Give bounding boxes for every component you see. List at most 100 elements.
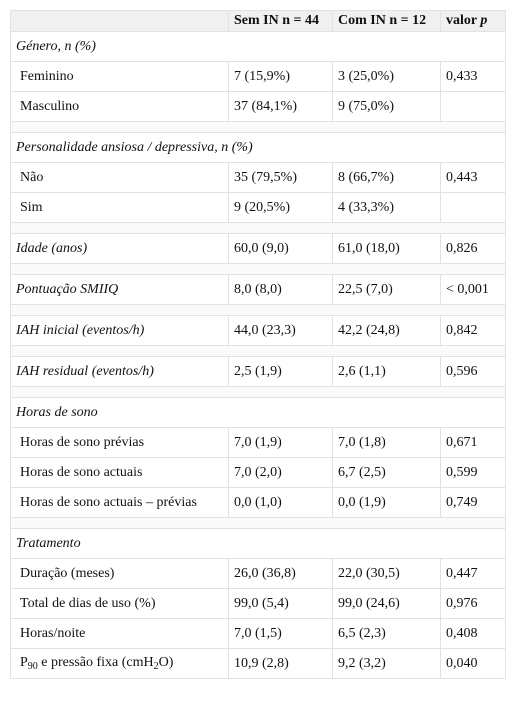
section-title: Género, n (%) (10, 31, 506, 62)
cell-com: 22,0 (30,5) (332, 558, 441, 589)
row-label: Total de dias de uso (%) (10, 588, 229, 619)
cell-sem: 26,0 (36,8) (228, 558, 333, 589)
label-p: P (20, 655, 28, 670)
section-title: Personalidade ansiosa / depressiva, n (%… (10, 132, 506, 163)
row-label: IAH residual (eventos/h) (10, 356, 229, 387)
row-label: Duração (meses) (10, 558, 229, 589)
cell-sem: 9 (20,5%) (228, 192, 333, 223)
spacer-row (10, 304, 506, 316)
cell-sem: 37 (84,1%) (228, 91, 333, 122)
cell-com: 7,0 (1,8) (332, 427, 441, 458)
cell-p: < 0,001 (440, 274, 506, 305)
cell-sem: 60,0 (9,0) (228, 233, 333, 264)
row-label: Idade (anos) (10, 233, 229, 264)
cell-com: 99,0 (24,6) (332, 588, 441, 619)
row-label: Horas/noite (10, 618, 229, 649)
header-empty-cell (10, 10, 229, 32)
cell-com: 61,0 (18,0) (332, 233, 441, 264)
section-genero: Género, n (%) (10, 31, 506, 62)
header-com-in: Com IN n = 12 (332, 10, 441, 32)
cell-sem: 7,0 (1,5) (228, 618, 333, 649)
label-mid: e pressão fixa (cmH (37, 655, 154, 670)
cell-com: 42,2 (24,8) (332, 315, 441, 346)
cell-sem: 7 (15,9%) (228, 61, 333, 92)
cell-com: 22,5 (7,0) (332, 274, 441, 305)
cell-p: 0,596 (440, 356, 506, 387)
cell-p (440, 192, 506, 223)
section-tratamento: Tratamento (10, 528, 506, 559)
spacer-row (10, 386, 506, 398)
table-row: Duração (meses) 26,0 (36,8) 22,0 (30,5) … (10, 558, 506, 589)
table-row: Sim 9 (20,5%) 4 (33,3%) (10, 192, 506, 223)
cell-sem: 35 (79,5%) (228, 162, 333, 193)
cell-sem: 7,0 (1,9) (228, 427, 333, 458)
cell-com: 4 (33,3%) (332, 192, 441, 223)
table-row: Horas de sono actuais 7,0 (2,0) 6,7 (2,5… (10, 457, 506, 488)
cell-sem: 44,0 (23,3) (228, 315, 333, 346)
table-header-row: Sem IN n = 44 Com IN n = 12 valor p (10, 10, 506, 32)
row-label: Masculino (10, 91, 229, 122)
spacer-row (10, 517, 506, 529)
cell-p: 0,749 (440, 487, 506, 518)
cell-p: 0,433 (440, 61, 506, 92)
row-label: IAH inicial (eventos/h) (10, 315, 229, 346)
cell-p: 0,671 (440, 427, 506, 458)
cell-com: 3 (25,0%) (332, 61, 441, 92)
row-label: Feminino (10, 61, 229, 92)
row-label-p90: P90 e pressão fixa (cmH2O) (10, 648, 229, 679)
cell-p: 0,976 (440, 588, 506, 619)
cell-com: 6,5 (2,3) (332, 618, 441, 649)
table-row: Horas de sono actuais – prévias 0,0 (1,0… (10, 487, 506, 518)
table-row: P90 e pressão fixa (cmH2O) 10,9 (2,8) 9,… (10, 648, 506, 679)
row-label: Horas de sono actuais – prévias (10, 487, 229, 518)
cell-p: 0,447 (440, 558, 506, 589)
row-iah-residual: IAH residual (eventos/h) 2,5 (1,9) 2,6 (… (10, 356, 506, 387)
header-p-prefix: valor (446, 13, 481, 28)
spacer-row (10, 345, 506, 357)
section-title: Tratamento (10, 528, 506, 559)
comparison-table: Sem IN n = 44 Com IN n = 12 valor p Géne… (10, 10, 506, 679)
table-row: Horas de sono prévias 7,0 (1,9) 7,0 (1,8… (10, 427, 506, 458)
cell-p: 0,443 (440, 162, 506, 193)
row-label: Pontuação SMIIQ (10, 274, 229, 305)
cell-p: 0,599 (440, 457, 506, 488)
label-end: O) (158, 655, 174, 670)
row-smiiq: Pontuação SMIIQ 8,0 (8,0) 22,5 (7,0) < 0… (10, 274, 506, 305)
label-sub-90: 90 (27, 661, 38, 672)
spacer-row (10, 222, 506, 234)
cell-p: 0,842 (440, 315, 506, 346)
header-p-italic: p (480, 13, 488, 28)
table-row: Não 35 (79,5%) 8 (66,7%) 0,443 (10, 162, 506, 193)
cell-sem: 7,0 (2,0) (228, 457, 333, 488)
cell-p: 0,408 (440, 618, 506, 649)
cell-com: 2,6 (1,1) (332, 356, 441, 387)
row-label: Não (10, 162, 229, 193)
row-iah-inicial: IAH inicial (eventos/h) 44,0 (23,3) 42,2… (10, 315, 506, 346)
cell-sem: 99,0 (5,4) (228, 588, 333, 619)
cell-com: 6,7 (2,5) (332, 457, 441, 488)
row-label: Horas de sono actuais (10, 457, 229, 488)
table-row: Masculino 37 (84,1%) 9 (75,0%) (10, 91, 506, 122)
header-p-value: valor p (440, 10, 506, 32)
table-row: Total de dias de uso (%) 99,0 (5,4) 99,0… (10, 588, 506, 619)
label-sub-2: 2 (153, 661, 159, 672)
row-label: Sim (10, 192, 229, 223)
cell-p: 0,826 (440, 233, 506, 264)
spacer-row (10, 121, 506, 133)
cell-sem: 2,5 (1,9) (228, 356, 333, 387)
cell-com: 0,0 (1,9) (332, 487, 441, 518)
cell-p (440, 91, 506, 122)
cell-com: 8 (66,7%) (332, 162, 441, 193)
section-sono: Horas de sono (10, 397, 506, 428)
section-title: Horas de sono (10, 397, 506, 428)
row-idade: Idade (anos) 60,0 (9,0) 61,0 (18,0) 0,82… (10, 233, 506, 264)
cell-com: 9,2 (3,2) (332, 648, 441, 679)
spacer-row (10, 263, 506, 275)
table-row: Horas/noite 7,0 (1,5) 6,5 (2,3) 0,408 (10, 618, 506, 649)
cell-sem: 8,0 (8,0) (228, 274, 333, 305)
cell-sem: 10,9 (2,8) (228, 648, 333, 679)
table-row: Feminino 7 (15,9%) 3 (25,0%) 0,433 (10, 61, 506, 92)
cell-p: 0,040 (440, 648, 506, 679)
cell-com: 9 (75,0%) (332, 91, 441, 122)
cell-sem: 0,0 (1,0) (228, 487, 333, 518)
